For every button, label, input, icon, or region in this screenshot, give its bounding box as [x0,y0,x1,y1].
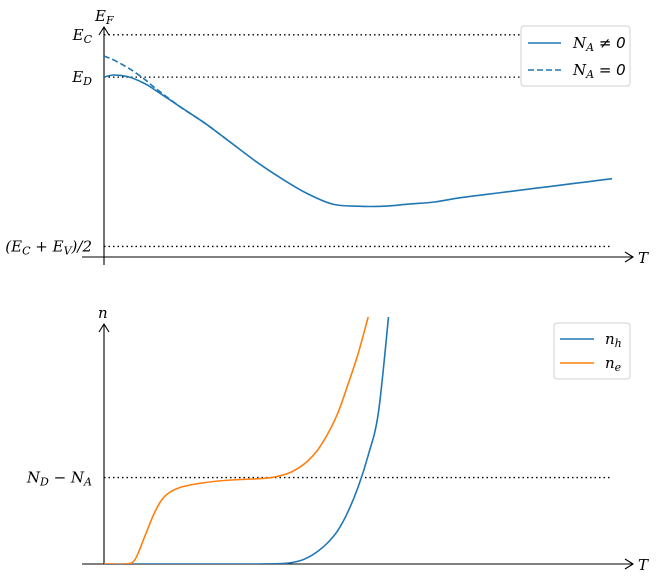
bottom-reference-lines: ND − NA [26,469,612,489]
legend-entry-na-zero: NA = 0 [572,61,626,81]
legend-entry-ne: ne [605,354,622,374]
top-y-arrowhead [98,25,110,36]
top-x-axis-label: T [638,249,649,267]
top-series-line-0 [104,74,613,208]
bottom-legend: nh ne [553,322,631,380]
fermi-level-panel: EF T EC ED (EC + EV)/2 NA ≠ 0 NA = 0 [5,7,649,267]
legend-entry-na-nonzero: NA ≠ 0 [572,34,626,54]
bottom-series-line-0 [104,317,390,564]
bottom-ref-label-0: ND − NA [26,469,92,489]
bottom-legend-frame [553,322,631,380]
top-series-line-1 [104,55,232,144]
top-ref-label-1: ED [71,68,92,88]
top-legend-frame [520,25,631,87]
bottom-y-arrowhead [98,322,110,333]
top-y-axis-label: EF [94,7,114,27]
top-ref-label-2: (EC + EV)/2 [5,237,92,257]
top-legend: NA ≠ 0 NA = 0 [520,25,631,87]
bottom-series-group [104,317,390,564]
carrier-density-panel: n T ND − NA nh ne [26,304,649,574]
top-x-arrowhead [624,251,635,263]
top-series-group [104,55,613,208]
top-ref-label-0: EC [72,26,93,46]
bottom-series-line-1 [104,317,369,564]
legend-entry-nh: nh [605,330,622,350]
bottom-y-axis-label: n [98,304,108,322]
bottom-x-axis-label: T [638,556,649,574]
bottom-x-arrowhead [624,558,635,570]
